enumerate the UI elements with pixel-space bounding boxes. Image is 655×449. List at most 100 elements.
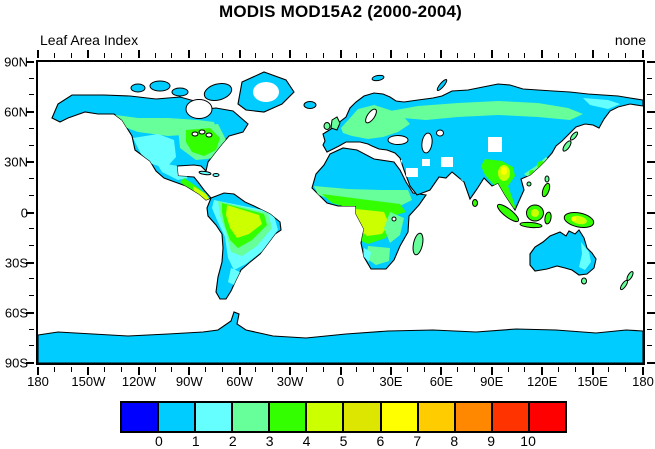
x-tick (289, 367, 292, 375)
y-tick (647, 295, 652, 297)
x-tick (473, 53, 475, 58)
colorbar-tick-label: 8 (450, 433, 459, 449)
x-tick (53, 367, 55, 372)
x-tick (608, 367, 610, 372)
y-tick (29, 295, 34, 297)
x-tick (188, 50, 191, 58)
colorbar-tick-label: 6 (376, 433, 385, 449)
x-tick (238, 50, 241, 58)
great-britain (330, 116, 341, 131)
taiwan (544, 175, 550, 183)
sulawesi (544, 211, 552, 225)
y-tick (29, 178, 34, 180)
x-tick (473, 367, 475, 372)
continent-north-america (51, 94, 249, 201)
x-tick (591, 367, 594, 375)
x-tick-label: 60W (226, 374, 254, 389)
y-tick (29, 278, 34, 280)
y-tick-label: 90S (4, 355, 28, 371)
y-tick (26, 111, 34, 114)
java (519, 221, 543, 229)
x-tick (557, 367, 559, 372)
x-tick (625, 367, 627, 372)
right-subtitle: none (614, 32, 646, 48)
svalbard (371, 74, 385, 82)
colorbar-segment (307, 403, 345, 431)
x-tick (608, 53, 610, 58)
y-tick (26, 161, 34, 164)
colorbar-segment (344, 403, 382, 431)
colorbar-segment (529, 403, 565, 431)
y-tick (647, 94, 652, 96)
colorbar-tick-label: 9 (487, 433, 496, 449)
x-tick (221, 53, 223, 58)
colorbar-tick-label: 1 (191, 433, 200, 449)
colorbar-segment (233, 403, 271, 431)
black-sea (387, 135, 409, 145)
x-tick (541, 50, 544, 58)
y-tick (647, 311, 655, 314)
y-tick (26, 362, 34, 364)
x-tick (574, 367, 576, 372)
x-tick (305, 53, 307, 58)
x-tick (406, 367, 408, 372)
x-tick-label: 150E (577, 374, 608, 389)
y-tick (647, 127, 652, 129)
colorbar-segment (492, 403, 530, 431)
x-tick (238, 367, 241, 375)
madagascar (412, 232, 424, 256)
caspian-sea (421, 132, 433, 154)
x-tick (289, 50, 292, 58)
x-tick (423, 53, 425, 58)
x-tick (507, 367, 509, 372)
x-tick (625, 53, 627, 58)
y-tick (647, 244, 652, 246)
arctic-islands (130, 71, 448, 113)
novaya-zemlya (436, 78, 448, 92)
x-tick (104, 53, 106, 58)
x-tick-label: 180 (27, 374, 49, 389)
aral-sea (436, 129, 444, 137)
x-tick (53, 53, 55, 58)
x-tick (205, 367, 207, 372)
x-tick (356, 367, 358, 372)
x-tick-label: 90E (480, 374, 504, 389)
x-tick (642, 367, 644, 375)
colorbar-tick-label: 10 (520, 433, 536, 449)
x-tick (154, 367, 156, 372)
world-map (38, 71, 643, 363)
x-tick (87, 50, 90, 58)
y-tick (29, 127, 34, 129)
x-tick (188, 367, 191, 375)
x-tick-label: 30W (276, 374, 304, 389)
x-tick-label: 120E (526, 374, 558, 389)
plot-area: 180 150W 120W 90W 60W 30W 0 30E 60E 90E 120E 150E 18… (4, 50, 655, 389)
x-tick-label: 60E (429, 374, 453, 389)
continent-australia (529, 229, 634, 291)
caribbean-islands (198, 170, 220, 177)
colorbar-tick-label: 4 (302, 433, 311, 449)
x-tick (356, 53, 358, 58)
colorbar-segment (381, 403, 419, 431)
x-tick-label: 150W (71, 374, 106, 389)
continent-eurasia (322, 83, 643, 212)
x-tick-label: 0 (336, 374, 345, 389)
x-tick-label: 90W (175, 374, 203, 389)
x-tick (440, 50, 443, 58)
x-tick (389, 50, 392, 58)
new-zealand-south (619, 279, 629, 291)
chart-title: MODIS MOD15A2 (2000-2004) (218, 2, 463, 21)
hainan (526, 181, 532, 187)
y-tick-label: 60S (4, 305, 28, 321)
x-tick (171, 367, 173, 372)
x-tick (373, 367, 375, 372)
y-tick (26, 261, 34, 264)
x-tick (541, 367, 544, 375)
y-tick (647, 144, 652, 146)
y-tick (647, 111, 655, 114)
colorbar-tick-label: 5 (339, 433, 348, 449)
x-tick (339, 50, 342, 58)
y-tick-label: 60N (4, 104, 28, 120)
colorbar-tick-label: 0 (155, 433, 163, 449)
